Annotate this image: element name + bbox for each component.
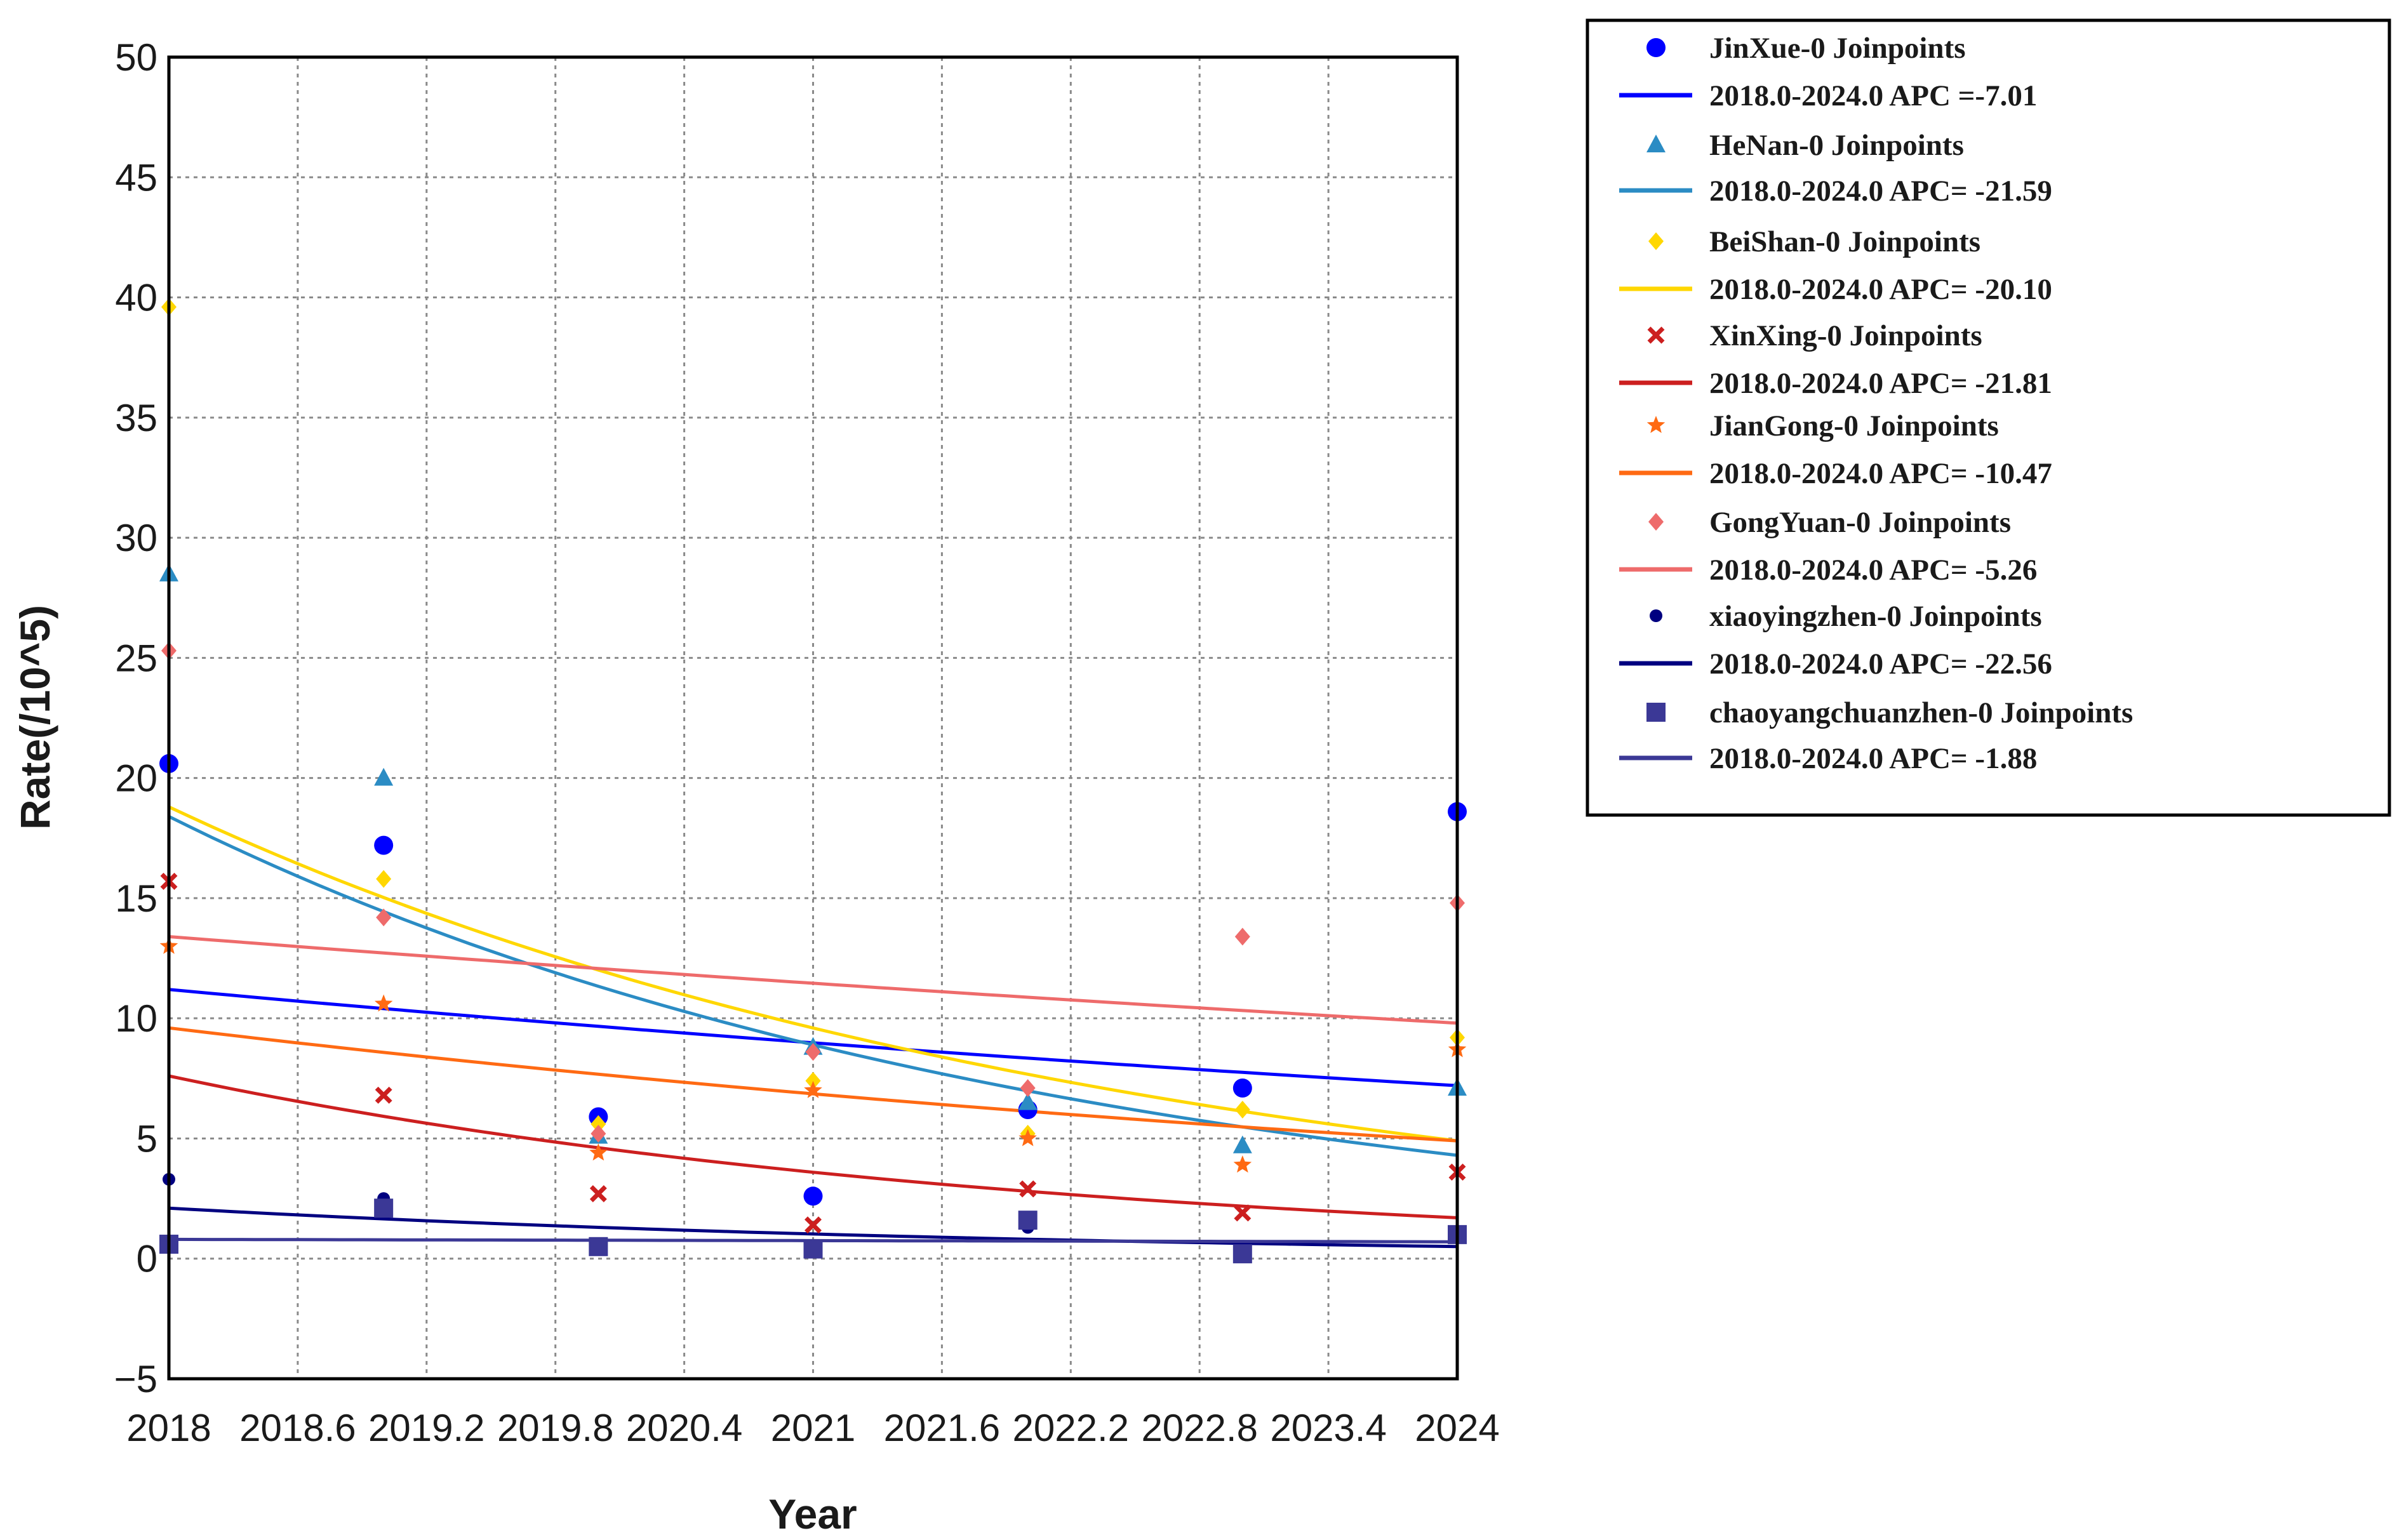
- data-point-series-1: [1232, 1135, 1252, 1153]
- y-tick-label: 50: [115, 36, 157, 79]
- y-tick-label: 45: [115, 156, 157, 199]
- y-tick-label: 40: [115, 277, 157, 319]
- x-tick-label: 2022.8: [1141, 1407, 1258, 1449]
- data-point-series-7: [1232, 1244, 1252, 1264]
- fit-line-series-5: [168, 935, 1458, 1025]
- y-tick-label: 10: [115, 997, 157, 1040]
- legend-marker-series-0: [1646, 38, 1666, 57]
- legend-fit-label-series-4: 2018.0-2024.0 APC= -10.47: [1709, 457, 2052, 490]
- x-tick-label: 2022.2: [1013, 1407, 1130, 1449]
- legend-items: JinXue-0 Joinpoints 2018.0-2024.0 APC =-7…: [1619, 32, 2133, 775]
- data-point-series-5: [1234, 927, 1250, 946]
- legend-label-series-7: chaoyangchuanzhen-0 Joinpoints: [1709, 696, 2133, 729]
- x-tick-label: 2019.8: [497, 1407, 614, 1449]
- data-point-series-1: [1018, 1092, 1038, 1110]
- legend-label-series-0: JinXue-0 Joinpoints: [1709, 32, 1966, 65]
- data-points: [159, 298, 1467, 1264]
- data-point-series-0: [374, 835, 394, 855]
- data-point-series-3: [589, 1185, 607, 1202]
- data-point-series-3: [805, 1216, 822, 1234]
- legend-label-series-1: HeNan-0 Joinpoints: [1709, 129, 1964, 162]
- y-tick-labels: −5 0 5 10 15 20 25 30 35 40 45 50: [114, 36, 157, 1400]
- x-tick-labels: 2018 2018.6 2019.2 2019.8 2020.4 2021 2021.6 20…: [126, 1407, 1499, 1449]
- x-tick-label: 2023.4: [1270, 1407, 1387, 1449]
- fit-line-series-3: [168, 1074, 1458, 1219]
- y-tick-label: 30: [115, 517, 157, 559]
- data-point-series-4: [589, 1143, 608, 1161]
- data-point-series-5: [376, 908, 392, 927]
- legend-marker-series-1: [1646, 135, 1666, 152]
- y-tick-label: 15: [115, 877, 157, 920]
- legend-marker-series-3: [1647, 326, 1665, 344]
- data-point-series-3: [1019, 1180, 1037, 1198]
- y-tick-label: 5: [137, 1117, 157, 1160]
- y-axis-label: Rate(/10^5): [11, 605, 58, 830]
- legend-fit-label-series-7: 2018.0-2024.0 APC= -1.88: [1709, 742, 2037, 775]
- legend-marker-series-6: [1650, 609, 1662, 622]
- y-tick-label: 35: [115, 397, 157, 439]
- legend-label-series-3: XinXing-0 Joinpoints: [1709, 319, 1982, 352]
- data-point-series-4: [804, 1080, 822, 1098]
- data-point-series-5: [805, 1043, 821, 1061]
- y-tick-label: 25: [115, 637, 157, 679]
- data-point-series-7: [803, 1239, 823, 1259]
- data-point-series-4: [1233, 1155, 1252, 1173]
- y-tick-label: 0: [137, 1238, 157, 1280]
- legend-fit-label-series-3: 2018.0-2024.0 APC= -21.81: [1709, 367, 2052, 400]
- x-tick-label: 2019.2: [368, 1407, 485, 1449]
- data-point-series-5: [591, 1124, 606, 1143]
- data-point-series-3: [375, 1086, 392, 1104]
- y-tick-label: −5: [114, 1358, 157, 1400]
- plot-frame: [167, 55, 1459, 1381]
- legend-fit-label-series-6: 2018.0-2024.0 APC= -22.56: [1709, 647, 2052, 680]
- x-tick-label: 2021: [771, 1407, 855, 1449]
- x-tick-label: 2021.6: [884, 1407, 1001, 1449]
- data-point-series-2: [1234, 1101, 1250, 1119]
- data-point-series-2: [376, 870, 392, 888]
- grid-lines: [169, 57, 1457, 1379]
- data-point-series-7: [374, 1198, 394, 1218]
- data-point-series-2: [805, 1072, 821, 1090]
- data-point-series-2: [591, 1115, 606, 1133]
- data-point-series-0: [803, 1186, 823, 1206]
- x-tick-label: 2024: [1415, 1407, 1499, 1449]
- legend-fit-label-series-0: 2018.0-2024.0 APC =-7.01: [1709, 79, 2037, 112]
- data-point-series-7: [1018, 1211, 1038, 1230]
- data-point-series-1: [374, 767, 394, 786]
- data-point-series-5: [1020, 1079, 1036, 1097]
- legend-marker-series-7: [1646, 703, 1666, 722]
- x-tick-label: 2018.6: [239, 1407, 356, 1449]
- fit-line-series-6: [168, 1206, 1458, 1249]
- legend-box: [1586, 18, 2391, 817]
- x-tick-label: 2018: [126, 1407, 211, 1449]
- legend-fit-label-series-1: 2018.0-2024.0 APC= -21.59: [1709, 175, 2052, 208]
- x-tick-label: 2020.4: [626, 1407, 743, 1449]
- legend-fit-label-series-5: 2018.0-2024.0 APC= -5.26: [1709, 554, 2037, 587]
- legend-fit-label-series-2: 2018.0-2024.0 APC= -20.10: [1709, 273, 2052, 306]
- legend-label-series-6: xiaoyingzhen-0 Joinpoints: [1709, 600, 2042, 633]
- legend-label-series-5: GongYuan-0 Joinpoints: [1709, 506, 2011, 539]
- data-point-series-3: [1234, 1204, 1252, 1222]
- data-point-series-0: [1232, 1078, 1252, 1098]
- y-tick-label: 20: [115, 757, 157, 800]
- legend-marker-series-4: [1646, 416, 1666, 434]
- legend-marker-series-2: [1648, 232, 1664, 250]
- data-point-series-4: [1018, 1129, 1037, 1146]
- legend: JinXue-0 Joinpoints 2018.0-2024.0 APC =-7…: [1586, 18, 2391, 817]
- legend-marker-series-5: [1648, 513, 1664, 531]
- data-point-series-7: [589, 1237, 608, 1256]
- x-axis-label: Year: [768, 1490, 857, 1537]
- legend-label-series-4: JianGong-0 Joinpoints: [1709, 409, 1999, 442]
- legend-label-series-2: BeiShan-0 Joinpoints: [1709, 225, 1980, 258]
- data-point-series-4: [374, 994, 393, 1012]
